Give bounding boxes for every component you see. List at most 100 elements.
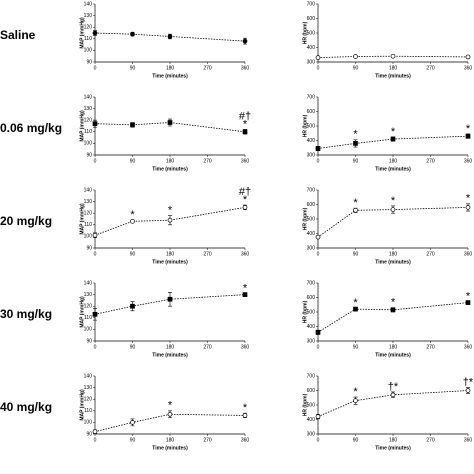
x-tick-label: 0 xyxy=(94,158,97,164)
y-tick-label: 700 xyxy=(307,94,316,100)
annotation: * xyxy=(243,282,248,294)
x-tick-label: 90 xyxy=(130,344,136,350)
row-label: Saline xyxy=(0,28,36,42)
x-tick-label: 180 xyxy=(389,344,398,350)
y-tick-label: 110 xyxy=(84,129,92,135)
x-axis-label: Time (minutes) xyxy=(152,352,188,358)
y-tick-label: 120 xyxy=(84,25,93,31)
x-tick-label: 180 xyxy=(389,65,398,71)
annotation: * xyxy=(243,194,248,206)
y-tick-label: 120 xyxy=(84,397,93,403)
x-tick-label: 360 xyxy=(241,251,250,257)
x-tick-label: 270 xyxy=(203,251,212,257)
x-tick-label: 0 xyxy=(317,251,320,257)
x-axis-label: Time (minutes) xyxy=(152,73,188,79)
annotation: * xyxy=(243,402,248,414)
y-tick-label: 140 xyxy=(84,373,93,379)
y-tick-label: 130 xyxy=(84,13,93,19)
y-tick-label: 130 xyxy=(84,292,93,298)
x-tick-label: 270 xyxy=(426,344,435,350)
x-tick-label: 270 xyxy=(426,437,435,443)
marker xyxy=(130,122,135,128)
series-line xyxy=(94,294,246,315)
x-tick-label: 360 xyxy=(241,437,250,443)
series-line xyxy=(317,135,469,149)
x-tick-label: 270 xyxy=(203,344,212,350)
y-tick-label: 300 xyxy=(307,245,316,251)
x-tick-label: 0 xyxy=(317,158,320,164)
marker xyxy=(465,54,471,60)
y-axis-label: HR (bpm) xyxy=(302,21,308,44)
x-tick-label: 90 xyxy=(353,344,359,350)
x-tick-label: 180 xyxy=(389,158,398,164)
y-axis-label: MAP (mmHg) xyxy=(79,17,85,49)
x-axis-label: Time (minutes) xyxy=(152,259,188,265)
x-tick-label: 360 xyxy=(464,251,473,257)
y-tick-label: 120 xyxy=(84,211,93,217)
x-axis-label: Time (minutes) xyxy=(375,259,411,265)
x-tick-label: 0 xyxy=(94,437,97,443)
x-tick-label: 90 xyxy=(353,158,359,164)
row-label: 0.06 mg/kg xyxy=(0,121,62,135)
marker xyxy=(92,30,98,36)
y-tick-label: 700 xyxy=(307,1,316,7)
y-tick-label: 90 xyxy=(86,245,92,251)
x-tick-label: 180 xyxy=(166,344,175,350)
series-line xyxy=(94,207,246,236)
x-tick-label: 90 xyxy=(353,251,359,257)
marker xyxy=(353,398,358,403)
marker xyxy=(167,34,173,39)
annotation: * xyxy=(466,123,471,135)
marker xyxy=(390,307,396,313)
x-tick-label: 360 xyxy=(241,158,250,164)
y-tick-label: 110 xyxy=(84,36,92,42)
annotation: #† xyxy=(239,110,251,122)
annotation: * xyxy=(391,195,396,207)
x-tick-label: 0 xyxy=(317,344,320,350)
x-tick-label: 270 xyxy=(426,158,435,164)
marker xyxy=(315,414,321,419)
y-tick-label: 110 xyxy=(84,315,92,321)
marker xyxy=(167,120,173,125)
marker xyxy=(242,205,248,210)
marker xyxy=(92,429,98,435)
y-tick-label: 100 xyxy=(84,141,93,147)
y-tick-label: 500 xyxy=(307,309,316,315)
y-tick-label: 400 xyxy=(307,324,316,330)
y-tick-label: 500 xyxy=(307,402,316,408)
y-tick-label: 700 xyxy=(307,373,316,379)
annotation: * xyxy=(130,209,135,221)
marker xyxy=(242,38,248,44)
y-axis-label: HR (bpm) xyxy=(302,393,308,416)
y-tick-label: 500 xyxy=(307,216,316,222)
y-axis-label: MAP (mmHg) xyxy=(79,110,85,142)
y-axis-label: MAP (mmHg) xyxy=(79,296,85,328)
series-line xyxy=(317,207,469,238)
annotation: * xyxy=(466,290,471,302)
marker xyxy=(167,217,173,223)
y-tick-label: 90 xyxy=(86,152,92,158)
x-tick-label: 180 xyxy=(166,65,175,71)
x-tick-label: 360 xyxy=(464,65,473,71)
x-axis-label: Time (minutes) xyxy=(152,166,188,172)
y-axis-label: HR (bpm) xyxy=(302,207,308,230)
y-tick-label: 100 xyxy=(84,234,93,240)
x-tick-label: 0 xyxy=(94,344,97,350)
y-tick-label: 700 xyxy=(307,280,316,286)
x-tick-label: 360 xyxy=(241,344,250,350)
marker xyxy=(390,136,396,142)
marker xyxy=(130,218,135,224)
x-axis-label: Time (minutes) xyxy=(375,166,411,172)
y-tick-label: 400 xyxy=(307,417,316,423)
marker xyxy=(130,303,135,309)
marker xyxy=(92,121,98,127)
row-label: 40 mg/kg xyxy=(0,400,52,414)
y-tick-label: 400 xyxy=(307,45,316,51)
x-tick-label: 360 xyxy=(464,158,473,164)
y-tick-label: 120 xyxy=(84,304,93,310)
y-tick-label: 130 xyxy=(84,385,93,391)
y-tick-label: 300 xyxy=(307,152,316,158)
marker xyxy=(242,413,248,418)
x-tick-label: 360 xyxy=(464,437,473,443)
